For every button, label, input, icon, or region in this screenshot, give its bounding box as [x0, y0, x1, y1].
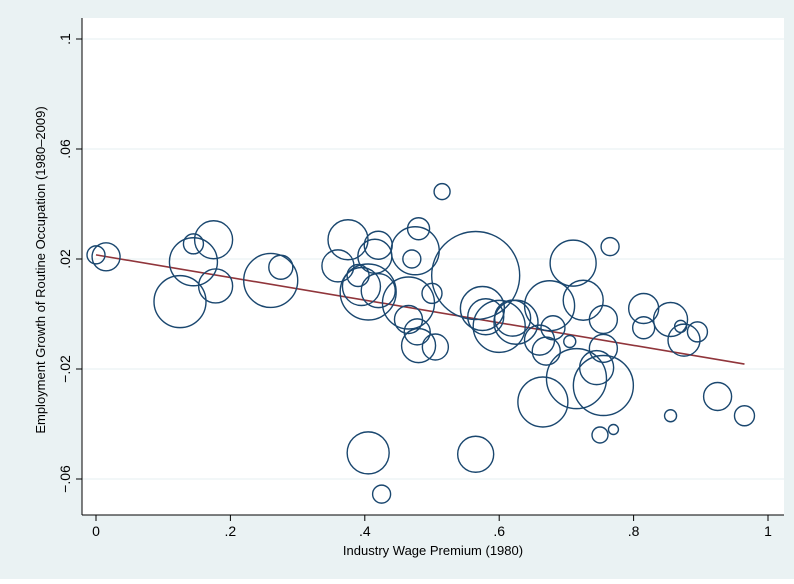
y-tick-label: .02: [57, 249, 73, 269]
data-point: [430, 230, 521, 321]
x-axis-label: Industry Wage Premium (1980): [343, 543, 523, 558]
data-point: [540, 315, 566, 341]
data-point: [563, 334, 577, 349]
data-point: [549, 239, 597, 287]
y-tick-label: .1: [57, 33, 73, 45]
data-point: [268, 254, 294, 280]
data-point: [588, 333, 619, 364]
x-tick-label: 1: [764, 523, 772, 539]
data-point: [591, 426, 609, 444]
data-point: [631, 316, 656, 340]
data-point: [433, 182, 451, 201]
data-point: [327, 219, 369, 261]
x-tick-label: .8: [628, 523, 640, 539]
data-point: [733, 405, 756, 427]
axes: −.06 −.02 .02 .06 .1 0 .2 .4 .6 .8 1: [57, 18, 784, 539]
data-point: [627, 292, 660, 325]
data-point: [572, 354, 635, 417]
data-point: [467, 298, 505, 336]
data-point: [607, 423, 620, 436]
y-tick-label: −.02: [57, 355, 73, 383]
data-point: [652, 301, 689, 338]
x-tick-label: .6: [493, 523, 505, 539]
data-point: [371, 484, 392, 504]
data-point: [403, 318, 431, 346]
data-point: [686, 321, 709, 343]
data-point: [346, 431, 390, 475]
data-point: [182, 233, 205, 255]
data-point: [402, 249, 422, 269]
data-point: [667, 323, 701, 357]
y-tick-label: .06: [57, 139, 73, 159]
data-points: [86, 182, 756, 504]
x-tick-label: .2: [225, 523, 237, 539]
data-point: [517, 376, 569, 428]
data-point: [400, 327, 437, 364]
data-point: [339, 263, 397, 321]
data-point: [545, 347, 608, 410]
data-point: [588, 304, 619, 335]
data-point: [193, 220, 234, 260]
x-tick-label: .4: [359, 523, 371, 539]
data-point: [702, 381, 733, 412]
data-point: [197, 268, 234, 304]
data-point: [472, 299, 526, 354]
y-axis-label: Employment Growth of Routine Occupation …: [33, 106, 48, 433]
data-point: [562, 279, 604, 321]
data-point: [168, 237, 219, 287]
data-point: [406, 217, 431, 241]
data-point: [456, 435, 495, 473]
data-point: [493, 299, 539, 345]
data-point: [421, 333, 450, 361]
data-point: [86, 245, 106, 265]
data-point: [243, 252, 299, 309]
data-point: [663, 409, 678, 423]
data-point: [523, 280, 576, 332]
data-point: [153, 274, 207, 329]
data-point: [360, 272, 396, 309]
y-tick-label: −.06: [57, 465, 73, 493]
data-point: [600, 236, 620, 257]
data-point: [459, 285, 506, 332]
data-point: [91, 242, 121, 272]
x-tick-label: 0: [92, 523, 100, 539]
gridlines: [82, 38, 784, 480]
